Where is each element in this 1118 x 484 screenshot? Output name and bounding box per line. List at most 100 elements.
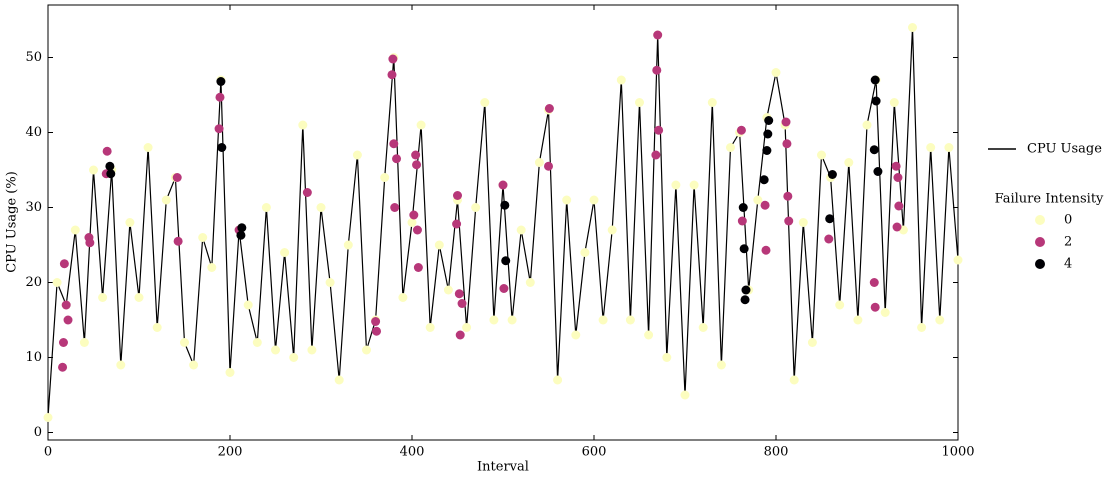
failure-point: [243, 300, 253, 310]
failure-point: [525, 278, 535, 287]
failure-point: [891, 161, 901, 171]
failure-point: [425, 323, 435, 332]
failure-point: [61, 300, 71, 310]
failure-point: [58, 338, 68, 347]
failure-point: [225, 368, 235, 377]
failure-point: [298, 120, 308, 130]
failure-point: [926, 143, 936, 152]
failure-point: [85, 238, 95, 248]
legend: Failure Intensity CPU Usage 0 2 4: [988, 142, 1104, 272]
failure-point: [853, 315, 863, 325]
failure-point: [771, 68, 781, 77]
failure-point: [516, 225, 526, 235]
failure-point: [134, 293, 144, 302]
y-tick-label: 20: [25, 275, 42, 290]
legend-label: 2: [1064, 235, 1072, 250]
failure-point: [501, 256, 511, 266]
failure-point: [172, 173, 182, 182]
failure-point: [302, 188, 312, 197]
failure-point: [738, 203, 748, 212]
failure-point: [737, 216, 747, 226]
legend-marker: [1035, 215, 1045, 225]
failure-point: [653, 30, 663, 40]
failure-point: [390, 203, 400, 212]
failure-point: [261, 203, 271, 212]
failure-point: [480, 98, 490, 107]
failure-point: [827, 170, 837, 179]
x-tick-label: 1000: [941, 445, 974, 460]
failure-point: [789, 375, 799, 385]
legend-title: Failure Intensity: [995, 192, 1104, 207]
failure-point: [389, 139, 399, 149]
failure-point: [782, 139, 792, 149]
failure-point: [835, 300, 845, 310]
failure-point: [392, 154, 402, 164]
failure-point: [871, 96, 881, 106]
failure-point: [917, 323, 927, 332]
failure-point: [825, 214, 835, 224]
failure-point: [817, 150, 826, 160]
failure-point: [380, 173, 390, 182]
failure-point: [500, 200, 510, 210]
failure-point: [844, 158, 854, 167]
failure-point: [870, 75, 880, 85]
failure-point: [616, 75, 626, 85]
failure-point: [707, 98, 717, 107]
failure-point: [562, 195, 572, 205]
failure-point: [411, 150, 421, 160]
y-tick-label: 50: [25, 50, 42, 65]
legend-label: CPU Usage: [1027, 142, 1102, 157]
legend-label: 0: [1064, 213, 1072, 228]
failure-point: [644, 330, 654, 340]
failure-point: [387, 70, 397, 80]
failure-point: [869, 278, 879, 287]
failure-point: [352, 150, 362, 160]
failure-point: [489, 315, 499, 325]
failure-point: [764, 116, 774, 125]
failure-point: [388, 54, 398, 64]
x-tick-label: 0: [44, 445, 52, 460]
failure-point: [651, 150, 661, 160]
failure-point: [908, 23, 917, 32]
plot-frame: [47, 4, 959, 441]
failure-point: [869, 145, 879, 155]
failure-point: [316, 203, 326, 212]
failure-point: [413, 263, 423, 272]
failure-point: [372, 326, 382, 336]
failure-point: [471, 203, 481, 212]
failure-point: [807, 338, 817, 347]
failure-point: [409, 210, 419, 220]
failure-point: [180, 338, 189, 347]
failure-point: [52, 278, 62, 287]
failure-point: [544, 161, 553, 171]
failure-point: [499, 284, 509, 293]
failure-point: [761, 245, 771, 255]
failure-point: [580, 248, 590, 257]
x-tick-label: 400: [400, 445, 425, 460]
failure-point: [398, 293, 408, 302]
failure-point: [763, 129, 773, 139]
failure-point: [43, 413, 53, 422]
failure-point: [102, 146, 112, 156]
failure-point: [739, 244, 749, 254]
failure-point: [161, 195, 171, 205]
failure-point: [753, 195, 763, 205]
failure-point: [680, 390, 690, 400]
failure-point: [607, 225, 617, 235]
y-tick-label: 0: [34, 425, 42, 440]
failure-point: [870, 302, 880, 312]
failure-point: [207, 263, 217, 272]
failure-point: [824, 234, 834, 244]
legend-label: 4: [1064, 257, 1072, 272]
failure-point: [89, 165, 98, 175]
failure-point: [453, 191, 462, 200]
failure-point: [894, 201, 904, 211]
failure-point: [652, 65, 662, 75]
failure-point: [741, 285, 751, 295]
failure-point: [625, 315, 635, 325]
failure-point: [215, 92, 225, 102]
failure-point: [889, 98, 899, 107]
failure-point: [454, 289, 464, 299]
failure-point: [371, 317, 381, 326]
failure-point: [280, 248, 290, 257]
